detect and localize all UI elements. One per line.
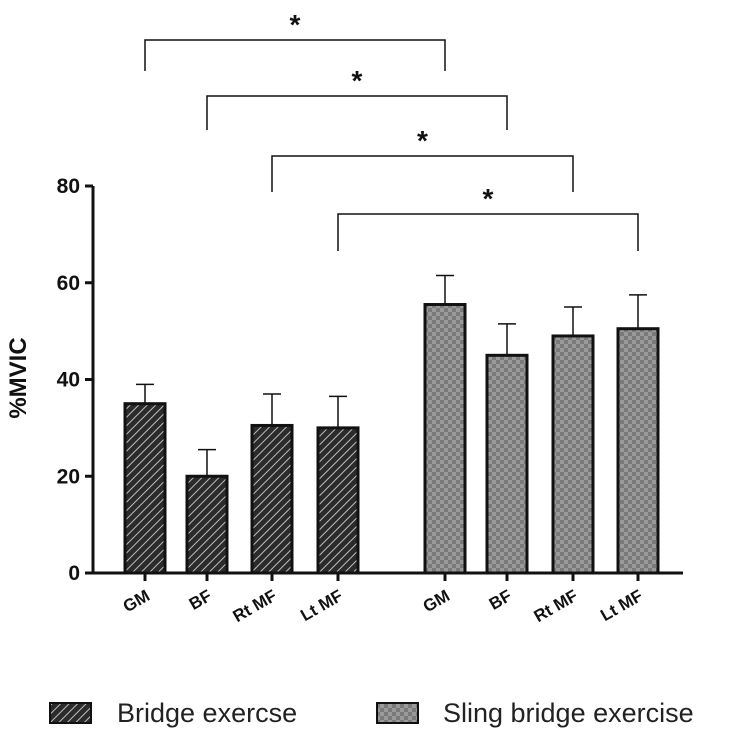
x-tick-label: BF (186, 586, 215, 614)
x-tick-labels: GM BF Rt MF Lt MF GM BF Rt MF Lt MF (120, 573, 646, 626)
y-ticks: 0 20 40 60 80 (57, 175, 93, 585)
significance-bracket (337, 213, 639, 251)
x-tick-label: Rt MF (531, 586, 581, 626)
legend: Bridge exercse Sling bridge exercise (49, 698, 694, 728)
bar-sling-gm (423, 303, 467, 575)
x-tick-label: Rt MF (230, 586, 280, 626)
significance-bracket (144, 39, 446, 71)
x-tick-label: BF (486, 586, 515, 614)
bar-sling-bf (485, 353, 529, 575)
y-tick-label: 0 (68, 562, 80, 585)
bar-bridge-rt-mf (250, 423, 294, 575)
x-tick-label: GM (120, 586, 153, 616)
significance-star: * (352, 65, 363, 96)
legend-swatch-sling (376, 702, 419, 724)
significance-star: * (417, 125, 428, 156)
significance-star: * (483, 183, 494, 214)
x-tick-label: Lt MF (297, 586, 346, 625)
y-tick-label: 20 (57, 465, 80, 488)
y-axis-title: %MVIC (5, 337, 32, 418)
legend-swatch-bridge (49, 702, 92, 724)
x-tick-label: Lt MF (597, 586, 646, 625)
legend-label-sling: Sling bridge exercise (443, 698, 694, 728)
bar-bridge-bf (185, 474, 229, 575)
y-tick-label: 60 (57, 272, 80, 295)
x-tick-label: GM (420, 586, 453, 616)
bar-bridge-lt-mf (316, 426, 360, 575)
legend-label-bridge: Bridge exercse (117, 698, 297, 728)
significance-bracket (206, 95, 508, 130)
bar-bridge-gm (123, 402, 167, 575)
bar-sling-rt-mf (551, 334, 595, 575)
significance-star: * (290, 9, 301, 40)
significance-bracket (271, 155, 574, 192)
y-tick-label: 40 (57, 369, 80, 392)
y-tick-label: 80 (57, 175, 80, 198)
significance-brackets: * * * * (144, 9, 639, 251)
bars (123, 274, 660, 575)
bar-sling-lt-mf (616, 327, 660, 575)
